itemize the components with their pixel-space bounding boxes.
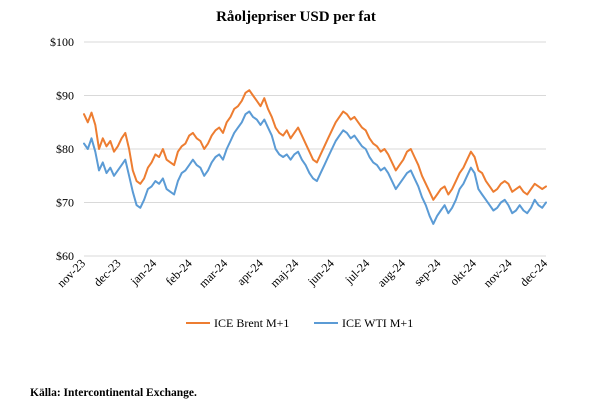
x-tick-label: feb-24: [163, 256, 195, 288]
x-tick-label: dec-23: [91, 256, 124, 289]
x-axis-ticks: nov-23 dec-23 jan-24 feb-24 mar-24 apr-24 maj-…: [54, 256, 550, 290]
x-tick-label: sep-24: [411, 256, 444, 289]
legend-label: ICE Brent M+1: [214, 316, 289, 330]
x-tick-label: dec-24: [517, 256, 550, 289]
x-tick-label: jun-24: [304, 256, 337, 289]
x-tick-label: maj-24: [267, 256, 301, 290]
y-tick-label: $100: [50, 35, 74, 49]
chart-title: Råoljepriser USD per fat: [216, 9, 376, 25]
source-note: Källa: Intercontinental Exchange.: [30, 387, 197, 399]
gridlines: [84, 41, 546, 257]
series-line-ice-brent-m-1: [83, 89, 547, 201]
y-tick-label: $90: [56, 89, 74, 103]
x-tick-label: aug-24: [375, 256, 408, 289]
x-tick-label: jul-24: [342, 256, 373, 287]
x-tick-label: mar-24: [196, 256, 230, 290]
x-tick-label: apr-24: [234, 256, 266, 288]
legend: ICE Brent M+1 ICE WTI M+1: [186, 316, 413, 330]
y-axis-ticks: $60 $70 $80 $90 $100: [50, 35, 74, 263]
y-tick-label: $60: [56, 249, 74, 263]
y-tick-label: $70: [56, 196, 74, 210]
x-tick-label: nov-24: [481, 256, 515, 290]
series-lines: [83, 89, 547, 225]
series-line-ice-wti-m-1: [83, 110, 547, 225]
y-tick-label: $80: [56, 142, 74, 156]
x-tick-label: jan-24: [127, 256, 159, 288]
x-tick-label: okt-24: [447, 256, 479, 288]
legend-label: ICE WTI M+1: [342, 316, 413, 330]
